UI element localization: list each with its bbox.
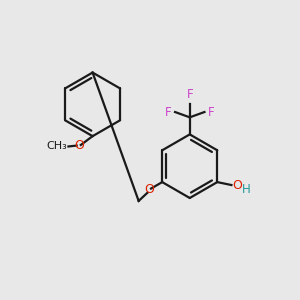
Text: H: H — [242, 183, 251, 196]
Text: O: O — [144, 183, 154, 196]
Text: F: F — [186, 88, 193, 101]
Text: F: F — [208, 106, 214, 118]
Text: CH₃: CH₃ — [46, 141, 67, 151]
Text: F: F — [165, 106, 172, 118]
Text: O: O — [74, 139, 84, 152]
Text: O: O — [232, 178, 242, 191]
